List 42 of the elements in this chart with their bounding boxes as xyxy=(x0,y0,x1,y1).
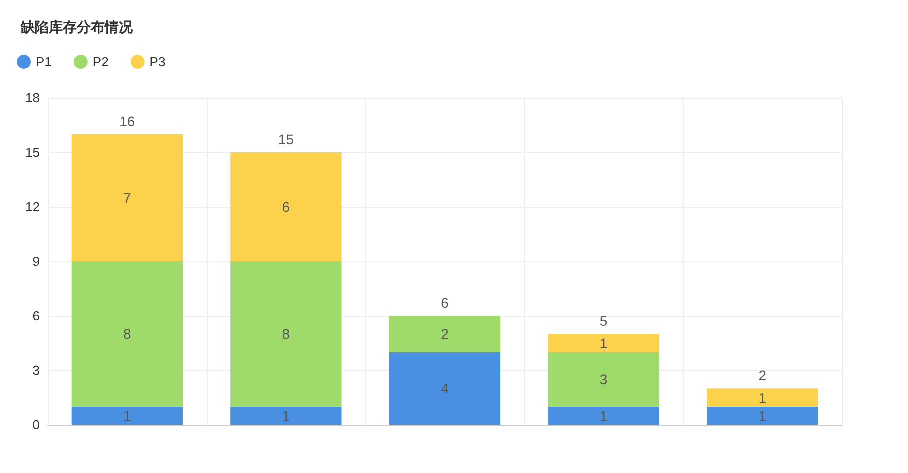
chart-title: 缺陷库存分布情况 xyxy=(20,19,134,36)
legend-label: P1 xyxy=(36,54,52,70)
data-label: 1 xyxy=(600,335,608,352)
bar xyxy=(389,316,501,352)
data-label: 1 xyxy=(758,408,767,424)
total-label: 15 xyxy=(278,132,294,148)
data-label: 8 xyxy=(282,326,290,342)
total-label: 16 xyxy=(120,113,136,130)
y-tick-label: 15 xyxy=(26,145,40,160)
y-tick-label: 0 xyxy=(32,418,40,432)
data-label: 8 xyxy=(124,326,132,342)
data-label: 4 xyxy=(441,380,450,397)
bar xyxy=(72,406,183,425)
bar xyxy=(548,334,660,352)
data-label: 2 xyxy=(441,326,450,342)
bar xyxy=(72,262,183,407)
bar xyxy=(389,352,501,425)
bar xyxy=(230,152,342,262)
total-label: 6 xyxy=(441,295,450,311)
data-label: 1 xyxy=(758,390,767,406)
total-label: 2 xyxy=(758,368,767,384)
bar xyxy=(548,352,660,407)
data-label: 1 xyxy=(124,408,132,424)
y-tick-label: 18 xyxy=(26,90,40,106)
bar xyxy=(548,406,660,425)
bar xyxy=(230,262,342,407)
total-label: 5 xyxy=(600,313,608,330)
data-label: 3 xyxy=(600,372,608,388)
data-label: 1 xyxy=(282,408,290,424)
bar xyxy=(707,406,818,425)
legend-label: P2 xyxy=(92,54,109,70)
data-label: 7 xyxy=(124,190,132,206)
y-tick-label: 6 xyxy=(32,308,40,324)
data-label: 6 xyxy=(282,199,290,215)
bar xyxy=(72,134,183,262)
y-tick-label: 9 xyxy=(32,254,40,269)
bar xyxy=(707,388,818,407)
legend-label: P3 xyxy=(150,54,166,70)
bar xyxy=(230,406,342,425)
y-tick-label: 3 xyxy=(32,363,40,378)
y-tick-label: 12 xyxy=(26,200,40,214)
data-label: 1 xyxy=(600,408,608,424)
